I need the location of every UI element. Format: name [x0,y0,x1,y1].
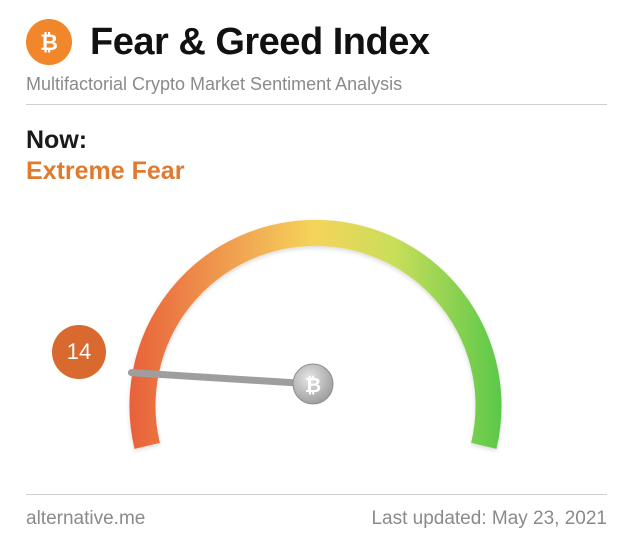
header-divider [26,104,607,105]
page-subtitle: Multifactorial Crypto Market Sentiment A… [26,74,403,94]
bitcoin-icon: ₿ [305,373,321,397]
header: ₿ Fear & Greed Index [26,12,430,72]
index-value-badge: 14 [52,325,106,379]
gauge-needle [127,369,317,388]
now-label: Now: [26,126,88,154]
footer-divider [26,494,607,495]
bitcoin-icon: ₿ [26,19,72,65]
gauge-arc [129,219,502,449]
source-link[interactable]: alternative.me [26,508,146,529]
gauge-hub [292,363,334,405]
sentiment-classification: Extreme Fear [26,157,185,185]
svg-text:₿: ₿ [40,31,58,56]
page-title: Fear & Greed Index [90,20,430,63]
last-updated: Last updated: May 23, 2021 [371,508,607,529]
